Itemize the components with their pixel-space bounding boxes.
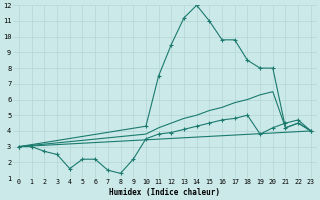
- X-axis label: Humidex (Indice chaleur): Humidex (Indice chaleur): [109, 188, 220, 197]
